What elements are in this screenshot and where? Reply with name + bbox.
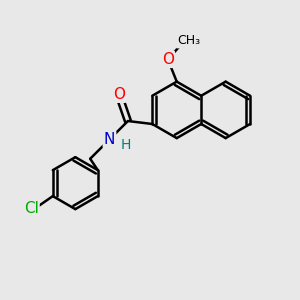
Text: N: N — [104, 132, 115, 147]
Text: O: O — [162, 52, 174, 67]
Text: O: O — [113, 87, 125, 102]
Text: CH₃: CH₃ — [177, 34, 200, 47]
Text: H: H — [121, 138, 131, 152]
Text: Cl: Cl — [24, 201, 39, 216]
